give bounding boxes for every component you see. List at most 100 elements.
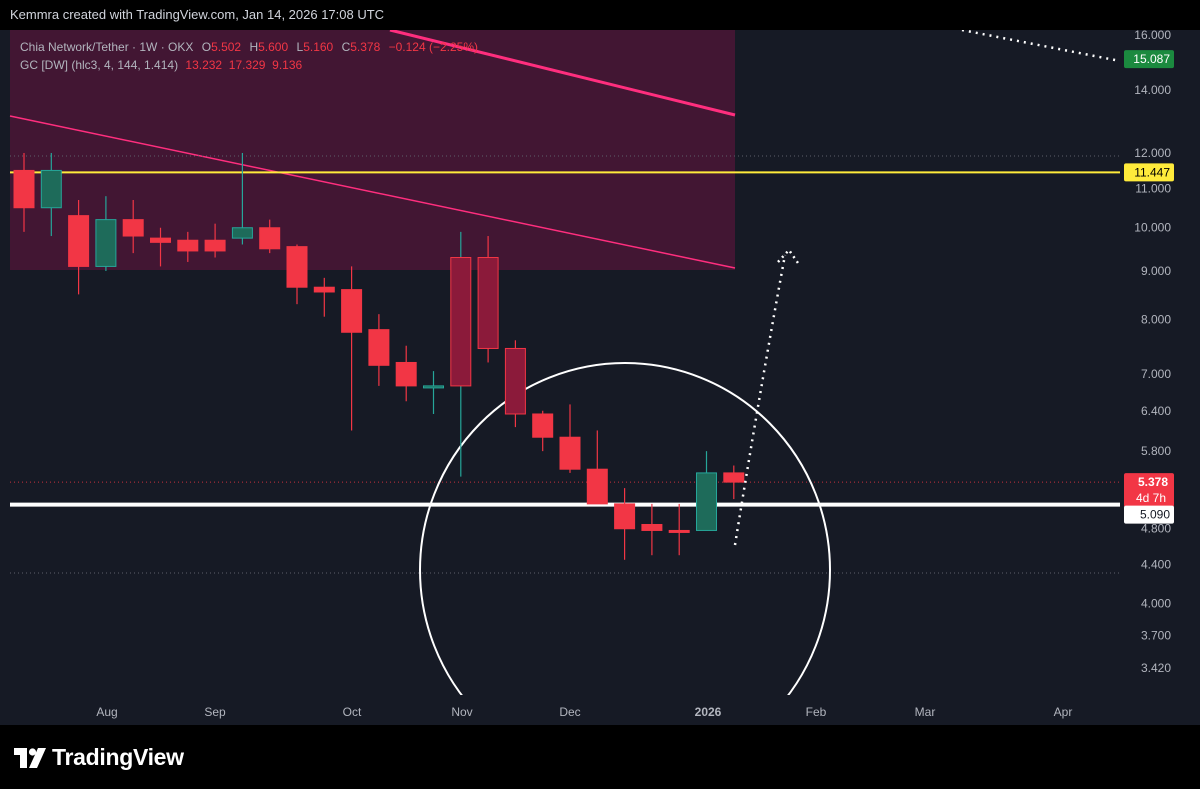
candle-4 <box>122 199 144 254</box>
y-tick-label-12: 4.000 <box>1141 597 1171 611</box>
x-tick-label-3: Nov <box>451 705 472 719</box>
candle-body-16 <box>450 257 472 387</box>
channel-upper-line <box>389 30 736 117</box>
candle-body-2 <box>68 215 90 267</box>
candle-3 <box>95 196 117 271</box>
candle-5 <box>150 227 171 267</box>
projection-price-label-box <box>1124 50 1174 69</box>
x-tick-label-7: Mar <box>915 705 936 719</box>
candle-14 <box>395 345 417 402</box>
candle-body-6 <box>177 239 199 252</box>
legend-indicator: GC [DW] (hlc3, 4, 144, 1.414) <box>20 58 179 72</box>
projection-price-label: 15.087 <box>1133 52 1170 66</box>
legend-indicator-values: 13.232 17.329 9.136 <box>185 58 303 72</box>
candle-24 <box>668 503 690 556</box>
current-price-label: 5.378 <box>1138 475 1168 489</box>
legend-open-key: O <box>201 40 212 54</box>
current-price-box <box>1124 473 1174 508</box>
legend-high-value: 5.600 <box>258 40 289 54</box>
candle-22 <box>614 488 636 560</box>
candle-11 <box>313 277 335 317</box>
y-tick-label-1: 14.000 <box>1134 83 1171 97</box>
price-chart[interactable]: 16.000 14.000 12.000 11.000 10.000 9.000 8.000… <box>0 30 1200 725</box>
y-tick-label-7: 7.000 <box>1141 367 1171 381</box>
candle-17 <box>477 236 499 363</box>
candle-19 <box>532 410 554 452</box>
candle-13 <box>368 314 390 386</box>
candle-15 <box>423 371 444 414</box>
y-tick-label-8: 6.400 <box>1141 404 1171 418</box>
candle-21 <box>586 430 608 505</box>
candle-18 <box>504 340 526 428</box>
candle-body-20 <box>559 436 581 470</box>
candle-23 <box>641 503 663 556</box>
x-tick-label-8: Apr <box>1054 705 1073 719</box>
price-axis-bg <box>1120 30 1200 695</box>
x-axis-strip <box>0 695 1200 725</box>
candle-body-13 <box>368 329 390 366</box>
y-tick-label-10: 4.800 <box>1141 522 1171 536</box>
y-tick-label-2: 12.000 <box>1134 146 1171 160</box>
candle-1 <box>40 152 62 237</box>
annotation-circle <box>419 362 831 725</box>
channel-lower-line <box>9 115 736 269</box>
x-tick-label-4: Dec <box>559 705 580 719</box>
candle-26 <box>723 465 745 500</box>
x-tick-label-2: Oct <box>343 705 362 719</box>
candle-body-1 <box>40 169 62 209</box>
candle-body-9 <box>259 227 281 250</box>
candle-6 <box>177 231 199 262</box>
candle-body-17 <box>477 257 499 349</box>
y-tick-label-6: 8.000 <box>1141 312 1171 326</box>
yellow-level-label: 11.447 <box>1134 165 1170 179</box>
x-tick-label-6: Feb <box>806 705 827 719</box>
candle-body-23 <box>641 523 663 531</box>
footer-bar: TradingView <box>0 725 1200 789</box>
attribution-bar: Kemmra created with TradingView.com, Jan… <box>0 0 1200 30</box>
candle-body-3 <box>95 219 117 267</box>
y-tick-label-13: 3.700 <box>1141 628 1171 642</box>
chart-area[interactable]: 16.000 14.000 12.000 11.000 10.000 9.000 8.000… <box>0 30 1200 725</box>
y-tick-label-5: 9.000 <box>1141 264 1171 278</box>
legend-high-key: H <box>249 40 259 54</box>
y-tick-label-3: 11.000 <box>1135 182 1171 196</box>
candle-body-12 <box>341 289 363 333</box>
chart-legend: Chia Network/Tether · 1W · OKX O5.502 H5… <box>20 38 478 74</box>
candle-body-10 <box>286 246 308 288</box>
legend-indicator-row: GC [DW] (hlc3, 4, 144, 1.414) 13.232 17.… <box>20 56 478 74</box>
candle-body-11 <box>313 286 335 293</box>
candle-body-21 <box>586 468 608 505</box>
legend-symbol: Chia Network/Tether · 1W · OKX <box>20 40 194 54</box>
y-tick-label-11: 4.400 <box>1141 557 1171 571</box>
candle-body-8 <box>231 227 253 239</box>
candle-body-7 <box>204 239 226 252</box>
candle-body-19 <box>532 413 554 438</box>
candle-9 <box>259 219 281 254</box>
candle-body-14 <box>395 361 417 387</box>
candle-20 <box>559 404 581 473</box>
legend-close-value: 5.378 <box>350 40 381 54</box>
x-tick-label-1: Sep <box>204 705 226 719</box>
candle-body-25 <box>696 472 717 531</box>
yellow-level-label-box <box>1124 163 1174 182</box>
y-tick-label-14: 3.420 <box>1141 661 1171 675</box>
legend-open-value: 5.502 <box>211 40 242 54</box>
legend-symbol-row: Chia Network/Tether · 1W · OKX O5.502 H5… <box>20 38 478 56</box>
candle-16 <box>450 231 472 477</box>
y-tick-label-9: 5.800 <box>1141 444 1171 458</box>
tradingview-logo-icon <box>14 747 46 768</box>
projection-line-top <box>961 30 1121 63</box>
legend-close-key: C <box>341 40 351 54</box>
candle-body-24 <box>668 529 690 533</box>
countdown-label: 4d 7h <box>1136 491 1166 505</box>
candle-0 <box>13 152 35 232</box>
y-tick-label-4: 10.000 <box>1134 221 1171 235</box>
candle-body-18 <box>504 347 526 415</box>
candle-body-26 <box>723 472 745 483</box>
legend-change: −0.124 (−2.25%) <box>388 40 479 54</box>
tradingview-logo: TradingView <box>14 744 184 771</box>
attribution-text: Kemmra created with TradingView.com, Jan… <box>10 7 385 22</box>
candle-8 <box>231 152 253 245</box>
candle-body-5 <box>150 237 171 243</box>
x-tick-label-0: Aug <box>96 705 117 719</box>
